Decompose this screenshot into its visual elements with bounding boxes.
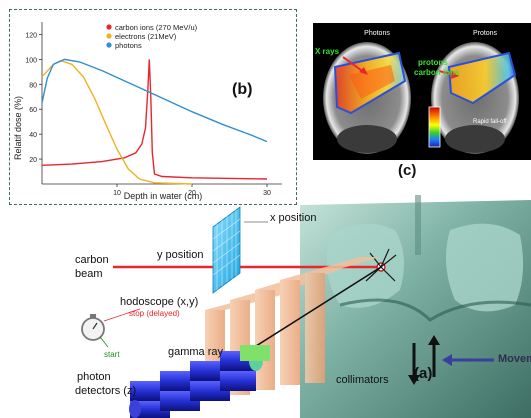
collimators-label: collimators [336, 374, 389, 386]
y-tick-label: 60 [29, 107, 37, 114]
dose-colorbar [428, 106, 441, 148]
panel-c-tag: (c) [398, 162, 417, 179]
proton-dose-region [449, 53, 515, 103]
start-label: start [104, 350, 120, 359]
panel-b-tag: (b) [232, 81, 252, 98]
y-tick-label: 20 [29, 157, 37, 164]
carbon-beam-label-1: carbon [75, 254, 109, 266]
legend-label-2: photons [115, 41, 142, 50]
ct-left-title: Photons [364, 30, 390, 37]
y-tick-label: 100 [25, 57, 37, 64]
series-line-0 [41, 59, 268, 180]
hodoscope-label: hodoscope (x,y) [120, 296, 199, 308]
stop-label: stop (delayed) [129, 309, 180, 318]
y-position-label: y position [157, 249, 204, 261]
x-tick-label: 30 [263, 190, 271, 197]
x-rays-label: X rays [315, 47, 340, 56]
depth-dose-panel: 20 40 60 80 100 120 10 20 30 carbon ions (270 Me… [9, 9, 297, 205]
legend-marker-2 [106, 42, 112, 48]
series-line-2 [41, 58, 268, 143]
y-axis-label: Relatif dose (%) [13, 96, 23, 160]
legend-marker-1 [106, 33, 112, 39]
legend-label-0: carbon ions (270 MeV/u) [115, 23, 198, 32]
ct-dose-panel: Photons Protons X rays protons carbon io… [313, 23, 531, 160]
panel-a-tag: (a) [414, 365, 433, 382]
photon-detectors-label-2: detectors (z) [75, 385, 137, 397]
gamma-ray-label: gamma ray [168, 346, 224, 358]
photon-detectors-label-1: photon [77, 371, 111, 383]
protons-label: protons [418, 58, 448, 67]
hodoscope [212, 206, 241, 294]
y-tick-label: 80 [29, 82, 37, 89]
legend-label-1: electrons (21MeV) [115, 32, 177, 41]
ct-right-title: Protons [473, 30, 498, 37]
movement-label: Movement [498, 353, 531, 365]
x-axis-label: Depth in water (cm) [124, 191, 203, 201]
carbon-ions-label: carbon ions [414, 68, 460, 77]
movement-arrows [408, 335, 494, 385]
x-tick-label: 10 [113, 190, 121, 197]
legend-marker-0 [106, 24, 112, 30]
x-tick-label: 20 [188, 190, 196, 197]
y-tick-label: 120 [25, 32, 37, 39]
setup-schematic [81, 195, 531, 418]
ct-dose-maps: Photons Protons X rays protons carbon io… [315, 30, 519, 154]
depth-dose-chart: 20 40 60 80 100 120 10 20 30 carbon ions (270 Me… [13, 22, 282, 201]
stopwatch-icon [81, 308, 141, 348]
y-tick-label: 40 [29, 132, 37, 139]
rapid-falloff-label: Rapid fall-off [473, 119, 507, 125]
carbon-beam-label-2: beam [75, 268, 103, 280]
photon-detector-array [129, 345, 270, 418]
series-line-1 [41, 59, 193, 185]
x-position-label: x position [270, 212, 317, 224]
